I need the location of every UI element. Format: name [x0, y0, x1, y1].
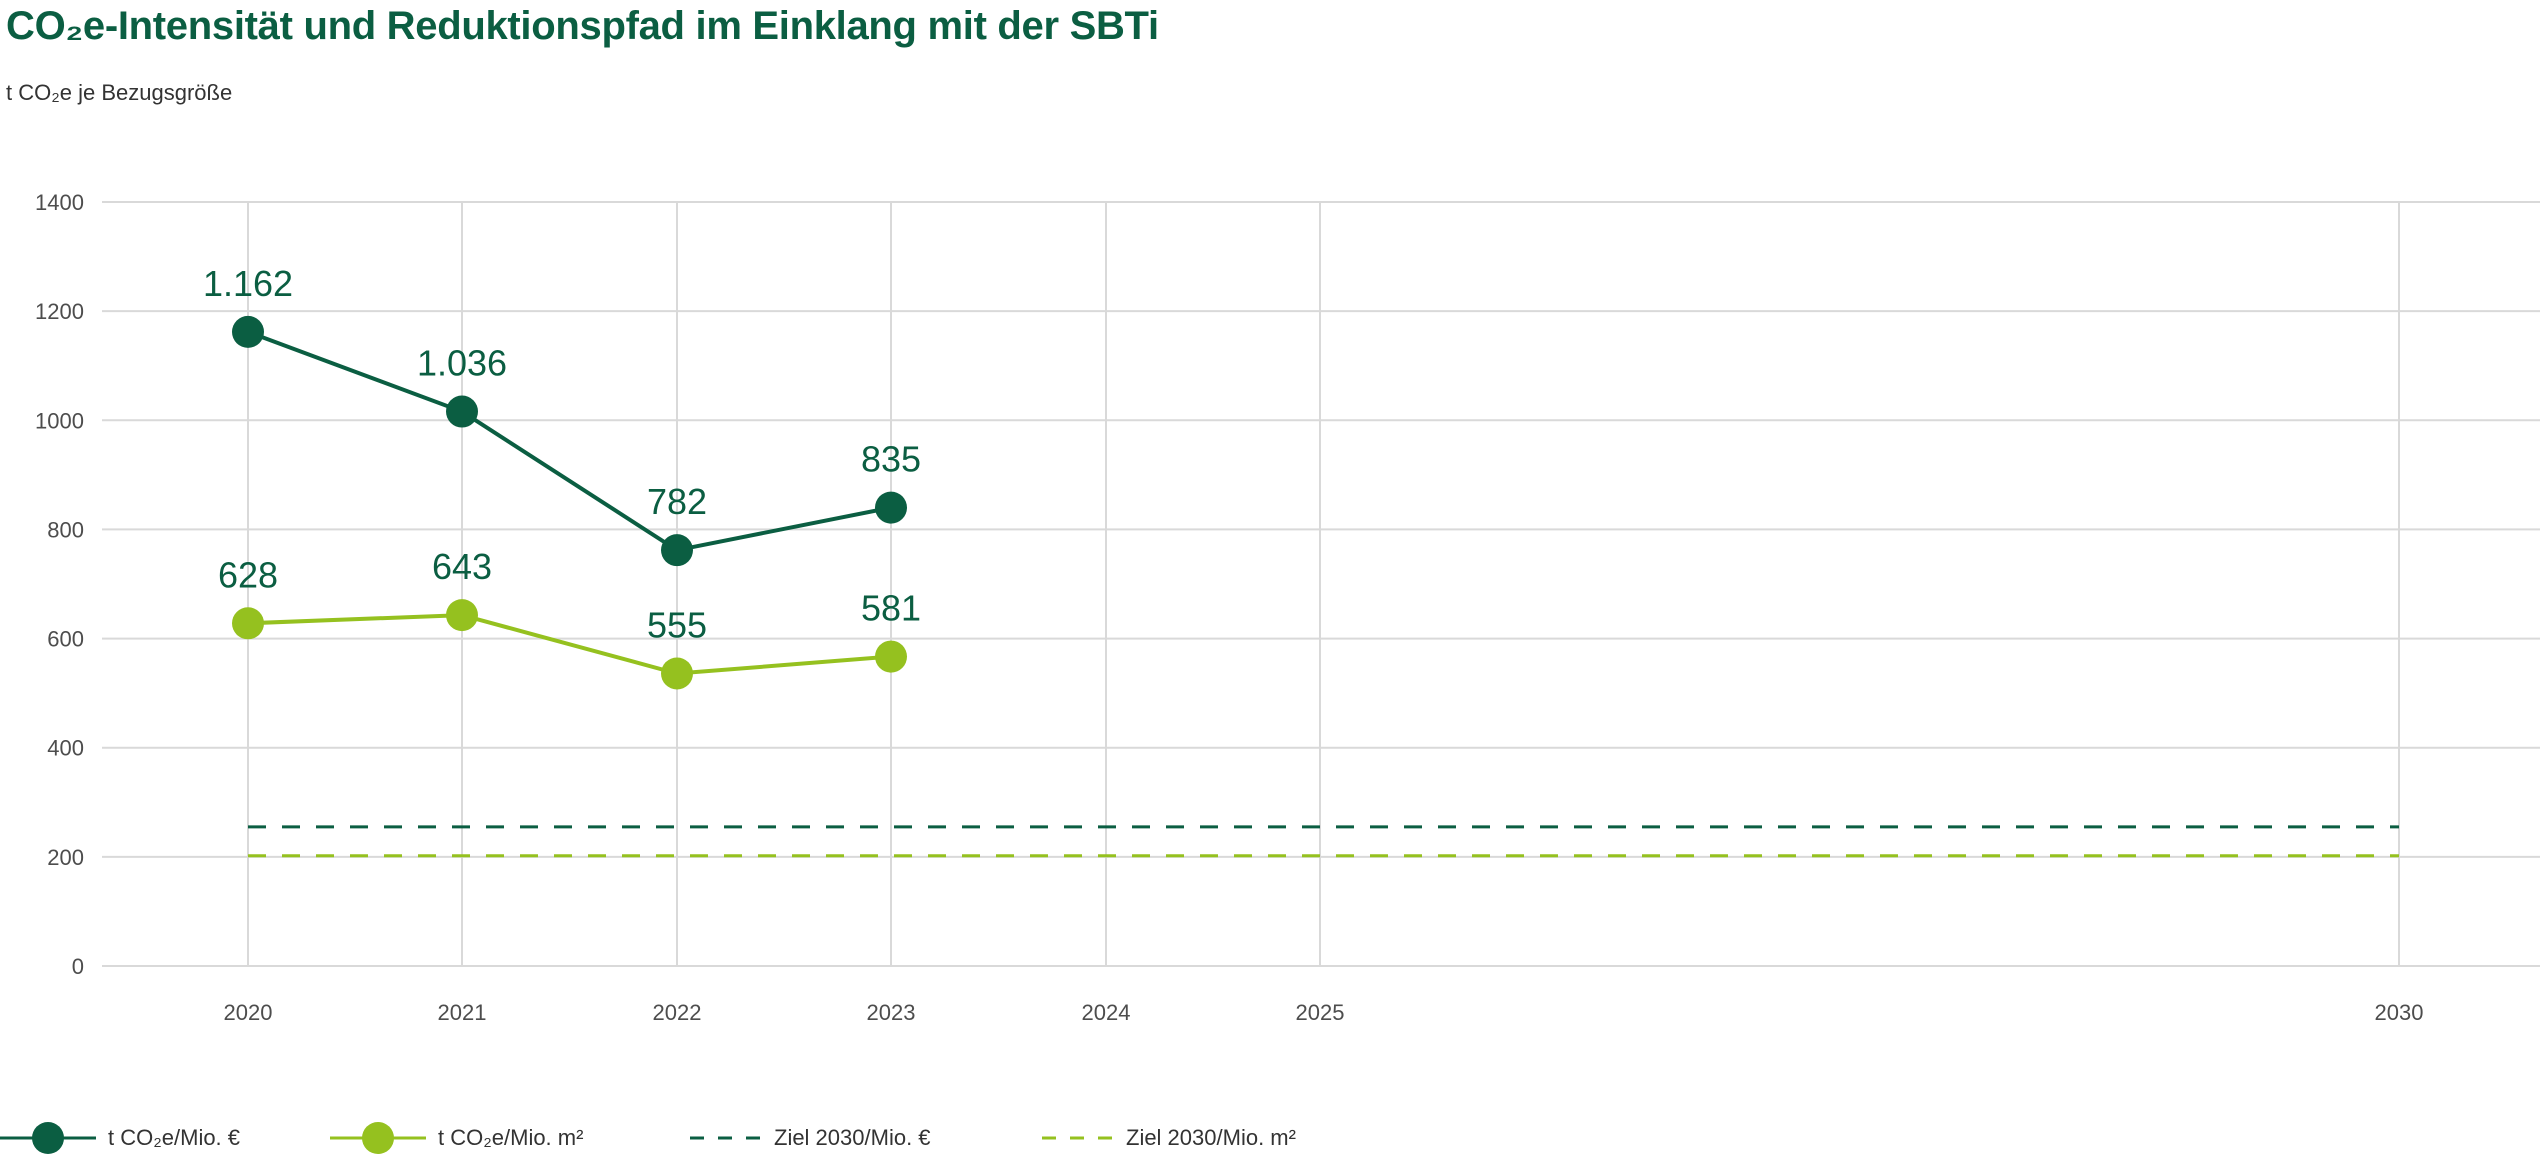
data-point [661, 657, 693, 690]
legend-marker-light-green-icon [330, 1122, 426, 1154]
series-layer [232, 315, 2399, 858]
y-tick-label: 400 [47, 736, 84, 761]
legend-label: t CO₂e/Mio. m² [438, 1125, 584, 1150]
data-label: 555 [647, 604, 707, 645]
data-label: 581 [861, 588, 921, 629]
y-tick-label: 200 [47, 845, 84, 870]
line-series-0 [247, 330, 892, 553]
x-tick-label: 2023 [867, 1000, 916, 1025]
legend-item-ziel-m2: Ziel 2030/Mio. m² [1042, 1116, 1296, 1160]
grid-layer [102, 201, 2540, 967]
y-tick-label: 800 [47, 517, 84, 542]
data-point [232, 607, 264, 640]
data-label-layer: 1.162 1.036 782 835 628 643 555 581 [203, 263, 921, 646]
legend-marker-dark-green-icon [0, 1122, 96, 1154]
x-tick-label: 2022 [653, 1000, 702, 1025]
data-point [875, 640, 907, 673]
x-tick-label: 2024 [1082, 1000, 1131, 1025]
legend-dashed-dark-green-icon [690, 1136, 762, 1140]
data-label: 1.162 [203, 263, 293, 304]
legend-item-mio-m2: t CO₂e/Mio. m² [330, 1116, 583, 1160]
y-tick-label: 1400 [35, 190, 84, 215]
y-tick-label: 1000 [35, 408, 84, 433]
data-label: 835 [861, 439, 921, 480]
x-tick-label: 2021 [438, 1000, 487, 1025]
legend: t CO₂e/Mio. € t CO₂e/Mio. m² Ziel 2030/M… [0, 1116, 2542, 1160]
data-point [875, 491, 907, 524]
data-label: 643 [432, 546, 492, 587]
x-tick-label: 2025 [1296, 1000, 1345, 1025]
data-point [661, 534, 693, 567]
legend-item-ziel-eur: Ziel 2030/Mio. € [690, 1116, 931, 1160]
y-tick-label: 1200 [35, 299, 84, 324]
y-tick-label: 600 [47, 627, 84, 652]
data-label: 782 [647, 481, 707, 522]
chart-title: CO₂e-Intensität und Reduktionspfad im Ei… [6, 4, 1159, 48]
legend-label: Ziel 2030/Mio. € [774, 1125, 931, 1150]
tick-layer: 0 200 400 600 800 1000 1200 1400 2020 2021 2022 202… [35, 190, 2423, 1025]
data-point [232, 315, 264, 348]
data-label: 628 [218, 554, 278, 595]
legend-item-mio-eur: t CO₂e/Mio. € [0, 1116, 240, 1160]
legend-label: t CO₂e/Mio. € [108, 1125, 241, 1150]
line-series-1 [247, 613, 892, 676]
data-point [446, 395, 478, 428]
legend-dashed-light-green-icon [1042, 1136, 1114, 1140]
legend-label: Ziel 2030/Mio. m² [1126, 1125, 1296, 1150]
data-label: 1.036 [417, 343, 507, 384]
chart-subtitle: t CO₂e je Bezugsgröße [6, 80, 233, 105]
y-tick-label: 0 [72, 954, 84, 979]
data-point [446, 599, 478, 632]
line-chart: 0 200 400 600 800 1000 1200 1400 2020 2021 2022 202… [35, 190, 2540, 1025]
x-tick-label: 2030 [2375, 1000, 2424, 1025]
x-tick-label: 2020 [224, 1000, 273, 1025]
